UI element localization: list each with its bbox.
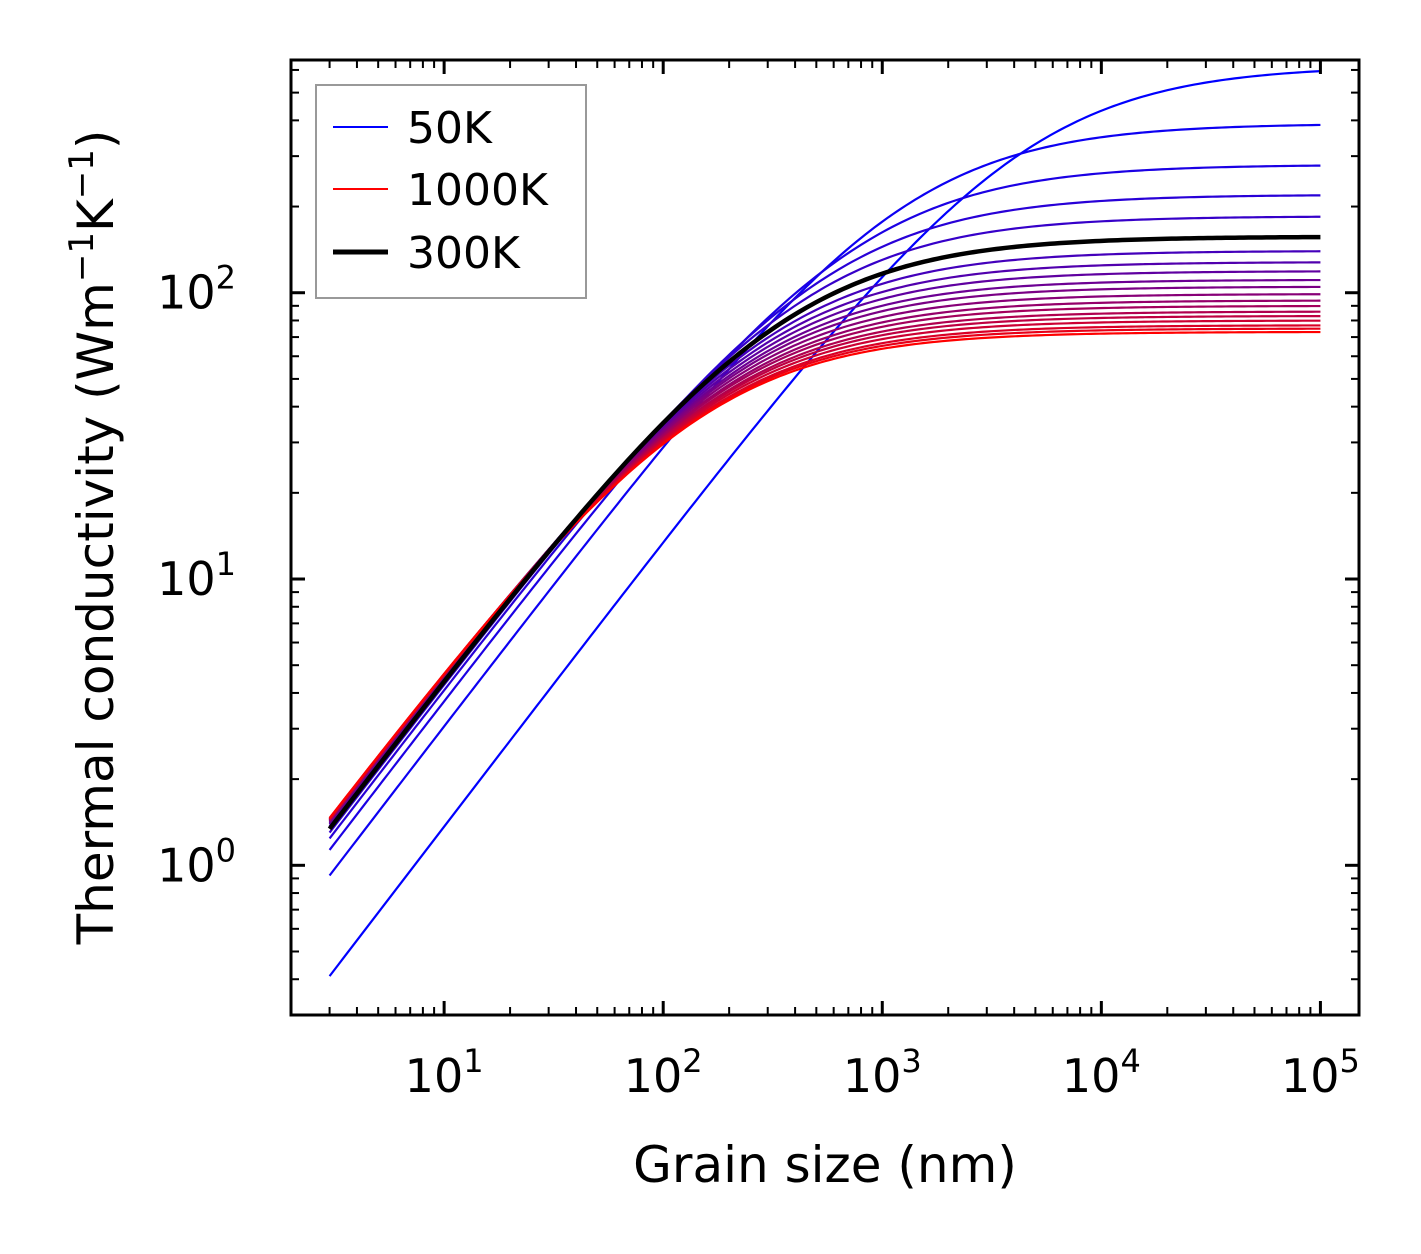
series-line-650k — [328, 299, 1321, 822]
legend-label-300k: 300K — [407, 228, 521, 279]
series-line-700k — [328, 304, 1321, 821]
x-tick-label: 101 — [405, 1042, 484, 1103]
major-ticks — [291, 60, 1359, 1015]
x-tick-label: 104 — [1062, 1042, 1141, 1103]
y-tick-label: 102 — [157, 259, 236, 320]
x-tick-label: 105 — [1281, 1042, 1360, 1103]
series-line-150k — [328, 164, 1321, 851]
x-axis-title: Grain size (nm) — [633, 1136, 1017, 1194]
series-line-550k — [328, 285, 1321, 823]
series-line-450k — [328, 270, 1321, 825]
series-line-300k — [327, 234, 1321, 831]
series-line-600k — [328, 293, 1321, 822]
legend-label-1000k: 1000K — [407, 165, 549, 216]
series-layer — [327, 70, 1321, 977]
legend-frame — [315, 84, 587, 299]
series-line-900k — [328, 324, 1321, 820]
series-line-750k — [328, 310, 1321, 821]
y-tick-labels: 100 101 102 — [157, 259, 236, 893]
series-line-850k — [328, 319, 1321, 820]
plot-frame — [289, 58, 1361, 1017]
x-tick-labels: 101 102 103 104 105 — [405, 1042, 1360, 1103]
x-tick-label: 102 — [624, 1042, 703, 1103]
y-tick-label: 100 — [157, 831, 236, 892]
series-line-200k — [328, 194, 1321, 840]
legend-label-50k: 50K — [407, 103, 493, 154]
x-tick-label: 103 — [843, 1042, 922, 1103]
y-axis-title: Thermal conductivity (Wm−1K−1) — [62, 130, 125, 946]
series-line-250k — [328, 215, 1321, 834]
y-tick-label: 101 — [157, 545, 236, 606]
series-line-950k — [328, 327, 1321, 819]
series-line-1000k — [328, 330, 1321, 819]
series-line-800k — [328, 315, 1321, 820]
legend: 50K 1000K 300K — [315, 84, 587, 299]
